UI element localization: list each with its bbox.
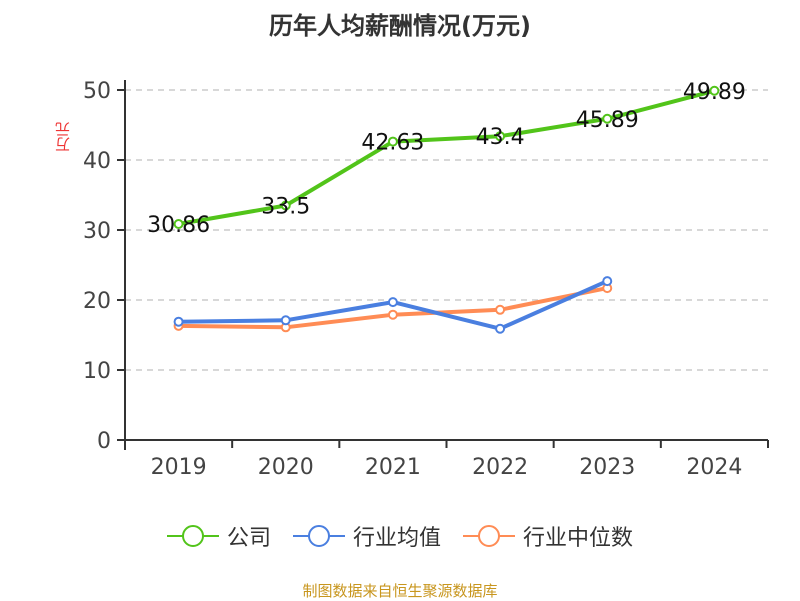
x-tick-label: 2019: [151, 455, 207, 480]
data-point: [280, 315, 291, 326]
y-tick-label: 20: [83, 289, 111, 314]
data-point: [709, 85, 720, 96]
legend-item[interactable]: 行业中位数: [463, 520, 633, 552]
legend-line-circle-icon: [292, 525, 345, 547]
legend: 公司 行业均值 行业中位数: [0, 520, 800, 552]
y-tick-label: 10: [83, 359, 111, 384]
data-point: [602, 276, 613, 287]
legend-label: 公司: [226, 526, 271, 551]
y-tick-label: 40: [83, 149, 111, 174]
data-point: [173, 316, 184, 327]
y-tick-label: 30: [83, 219, 111, 244]
data-point: [387, 309, 398, 320]
series-line: [178, 88, 715, 226]
y-tick-label: 50: [83, 79, 111, 104]
x-tick-label: 2024: [686, 455, 742, 480]
data-label: 30.86: [147, 213, 210, 238]
legend-line-circle-icon: [166, 525, 219, 547]
data-point: [280, 200, 291, 211]
legend-label: 行业均值: [352, 526, 441, 551]
x-tick-label: 2022: [472, 455, 528, 480]
data-point: [387, 297, 398, 308]
legend-label: 行业中位数: [523, 526, 634, 551]
data-point: [173, 218, 184, 229]
data-point: [602, 113, 613, 124]
data-label: 49.89: [683, 80, 746, 105]
x-tick-label: 2021: [365, 455, 421, 480]
data-label: 45.89: [576, 108, 639, 133]
data-label: 42.63: [361, 131, 424, 156]
legend-item[interactable]: 公司: [166, 520, 271, 552]
x-tick-label: 2020: [258, 455, 314, 480]
source-note: 制图数据来自恒生聚源数据库: [302, 582, 498, 600]
data-point: [495, 323, 506, 334]
data-point: [495, 304, 506, 315]
chart-title: 历年人均薪酬情况(万元): [269, 12, 531, 40]
data-point: [387, 136, 398, 147]
data-label: 43.4: [476, 125, 525, 150]
x-tick-label: 2023: [579, 455, 635, 480]
data-label: 33.5: [261, 195, 310, 220]
legend-line-circle-icon: [463, 525, 515, 547]
legend-item[interactable]: 行业均值: [292, 520, 441, 552]
y-tick-label: 0: [97, 429, 111, 454]
data-point: [495, 131, 506, 142]
